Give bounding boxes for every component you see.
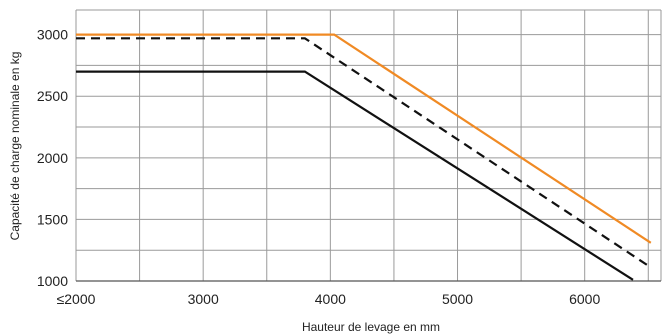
x-tick-label: 6000 — [569, 291, 600, 307]
x-tick-label: ≤2000 — [57, 291, 96, 307]
y-tick-label: 2000 — [37, 150, 68, 166]
series-lines — [76, 33, 652, 281]
series-line-1 — [76, 33, 652, 244]
series-line-2 — [76, 37, 652, 269]
y-tick-label: 1500 — [37, 211, 68, 227]
y-tick-label: 1000 — [37, 273, 68, 289]
tick-labels: 1000 1500 2000 2500 3000 ≤2000 3000 4000 5000 600… — [37, 27, 601, 307]
grid — [75, 9, 662, 282]
x-axis-label: Hauteur de levage en mm — [302, 320, 440, 334]
x-tick-label: 3000 — [188, 291, 219, 307]
y-tick-label: 3000 — [37, 27, 68, 43]
y-axis-label: Capacité de charge nominale en kg — [8, 52, 22, 241]
x-tick-label: 5000 — [442, 291, 473, 307]
series-line-3 — [76, 70, 634, 281]
x-tick-label: 4000 — [315, 291, 346, 307]
y-tick-label: 2500 — [37, 88, 68, 104]
